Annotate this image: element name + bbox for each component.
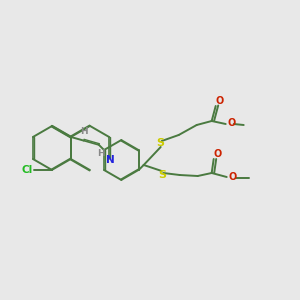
Text: S: S — [157, 138, 165, 148]
Text: O: O — [213, 148, 221, 158]
Text: H: H — [97, 149, 105, 158]
Text: O: O — [228, 118, 236, 128]
Text: S: S — [159, 170, 167, 180]
Text: N: N — [106, 155, 115, 165]
Text: O: O — [215, 95, 223, 106]
Text: O: O — [229, 172, 237, 182]
Text: H: H — [80, 127, 88, 136]
Text: Cl: Cl — [21, 165, 33, 175]
